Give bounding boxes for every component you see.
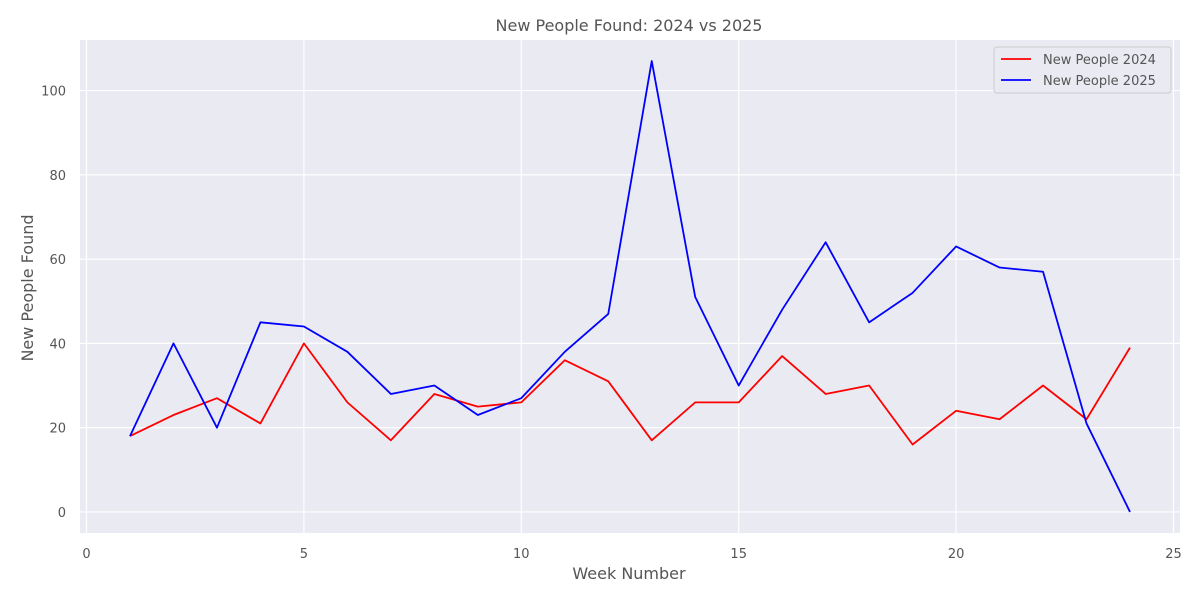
x-tick-label: 0 xyxy=(82,547,90,562)
legend: New People 2024 New People 2025 xyxy=(993,46,1172,94)
x-axis-label: Week Number xyxy=(572,564,686,583)
y-tick-label: 100 xyxy=(41,85,66,100)
legend-label: New People 2025 xyxy=(1043,74,1156,89)
x-tick-label: 5 xyxy=(300,547,308,562)
series-lines xyxy=(129,60,1131,513)
chart-title: New People Found: 2024 vs 2025 xyxy=(496,16,763,35)
legend-label: New People 2024 xyxy=(1043,53,1156,68)
y-tick-label: 40 xyxy=(49,337,66,352)
legend-box xyxy=(993,46,1172,94)
y-tick-labels: 0 20 40 60 80 100 xyxy=(41,85,66,521)
y-axis-label: New People Found xyxy=(18,214,37,361)
x-tick-label: 15 xyxy=(730,547,747,562)
y-tick-label: 80 xyxy=(49,169,66,184)
x-tick-label: 10 xyxy=(513,547,530,562)
y-tick-label: 0 xyxy=(58,506,66,521)
series-line-2024 xyxy=(129,342,1131,446)
y-tick-label: 20 xyxy=(49,422,66,437)
grid-lines xyxy=(80,40,1180,533)
plot-area xyxy=(80,40,1180,533)
x-tick-label: 25 xyxy=(1165,547,1182,562)
y-tick-label: 60 xyxy=(49,253,66,268)
x-tick-labels: 0 5 10 15 20 25 xyxy=(82,547,1181,562)
x-tick-label: 20 xyxy=(948,547,965,562)
series-line-2025 xyxy=(129,60,1131,513)
